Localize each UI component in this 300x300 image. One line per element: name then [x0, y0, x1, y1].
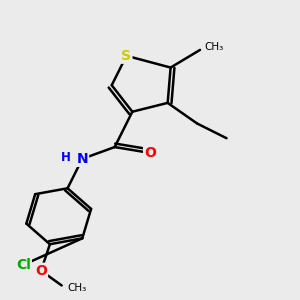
Text: H: H — [61, 151, 71, 164]
Text: Cl: Cl — [16, 258, 31, 272]
Text: N: N — [76, 152, 88, 166]
Text: O: O — [35, 264, 47, 278]
Text: CH₃: CH₃ — [205, 42, 224, 52]
Text: O: O — [144, 146, 156, 160]
Text: S: S — [122, 49, 131, 63]
Text: CH₃: CH₃ — [68, 284, 87, 293]
